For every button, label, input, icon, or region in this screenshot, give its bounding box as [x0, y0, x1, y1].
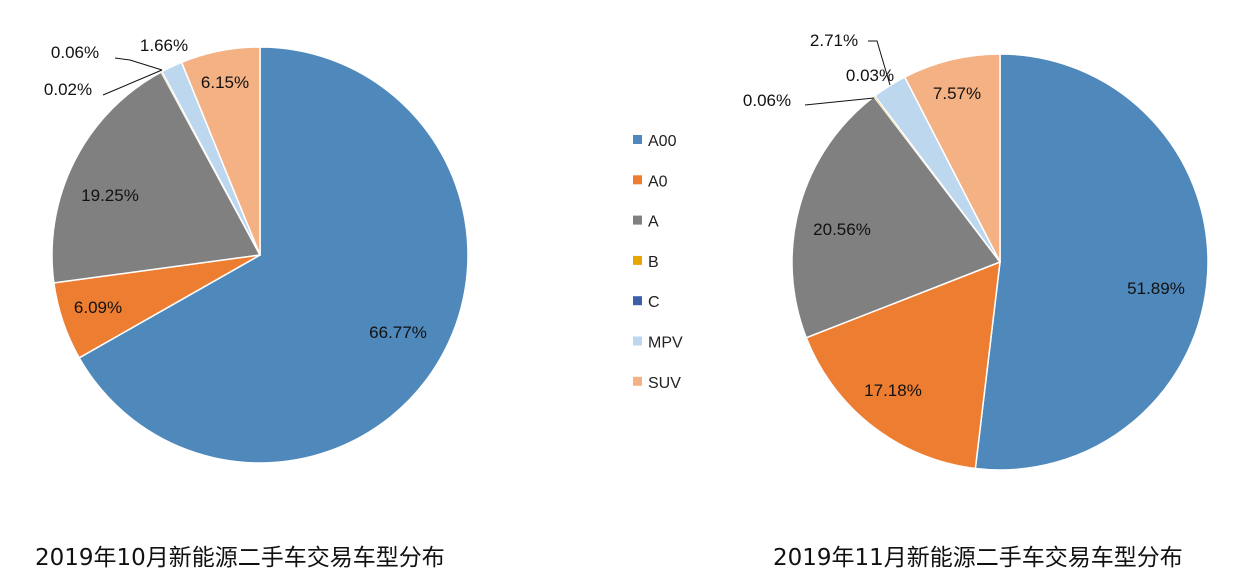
leader-line-mpv	[868, 40, 891, 86]
data-label-mpv: 1.66%	[140, 36, 188, 55]
legend-swatch-a	[633, 215, 642, 225]
leader-line-c	[114, 57, 163, 71]
right-pie: 51.89% 17.18% 20.56% 0.06% 0.03% 2.71% 7.57%	[743, 31, 1209, 471]
leader-line-b	[102, 69, 163, 96]
leader-line-b	[804, 97, 875, 106]
data-label-c: 0.03%	[846, 66, 894, 85]
data-label-a0: 6.09%	[74, 298, 122, 317]
slice-a00	[78, 46, 469, 464]
legend-label-b: B	[648, 254, 659, 271]
right-chart-title: 2019年11月新能源二手车交易车型分布	[773, 545, 1183, 571]
slice-suv	[180, 46, 261, 256]
slice-a00	[974, 53, 1209, 471]
legend-label-mpv: MPV	[648, 335, 683, 352]
legend-swatch-suv	[633, 376, 642, 386]
data-label-a: 20.56%	[813, 220, 871, 239]
left-pie: 66.77% 6.09% 19.25% 0.02% 0.06% 1.66% 6.15%	[44, 36, 469, 464]
slice-a0	[805, 260, 1001, 470]
legend-label-a00: A00	[648, 133, 677, 150]
slice-a	[791, 95, 1002, 339]
data-label-a: 19.25%	[81, 186, 139, 205]
legend-swatch-a00	[633, 135, 642, 144]
legend-label-a: A	[648, 214, 659, 231]
slice-a	[51, 71, 262, 284]
data-label-suv: 7.57%	[933, 84, 981, 103]
data-label-b: 0.02%	[44, 80, 92, 99]
left-chart-title: 2019年10月新能源二手车交易车型分布	[35, 545, 445, 571]
legend-swatch-c	[633, 296, 642, 306]
legend-swatch-b	[633, 255, 642, 265]
data-label-suv: 6.15%	[201, 73, 249, 92]
legend: A00 A0 A B C MPV SUV	[633, 133, 683, 392]
legend-label-c: C	[648, 294, 660, 311]
data-label-a00: 66.77%	[369, 323, 427, 342]
data-label-a0: 17.18%	[864, 381, 922, 400]
legend-swatch-mpv	[633, 336, 642, 346]
data-label-a00: 51.89%	[1127, 279, 1185, 298]
data-label-c: 0.06%	[51, 43, 99, 62]
legend-label-suv: SUV	[648, 375, 681, 392]
legend-label-a0: A0	[648, 173, 668, 190]
data-label-mpv: 2.71%	[810, 31, 858, 50]
data-label-b: 0.06%	[743, 91, 791, 110]
slice-suv	[903, 53, 1001, 263]
legend-swatch-a0	[633, 175, 642, 185]
